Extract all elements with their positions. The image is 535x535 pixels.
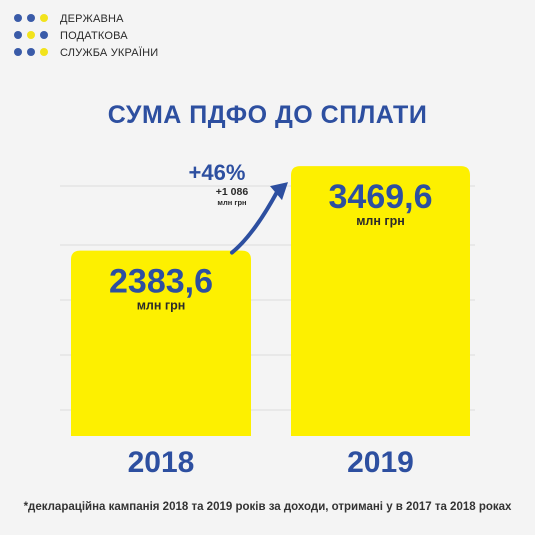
growth-percent-label: +46% [189, 160, 246, 185]
category-label: 2018 [128, 446, 195, 479]
chart-title: СУМА ПДФО ДО СПЛАТИ [107, 101, 428, 129]
growth-delta-label: +1 086 [216, 186, 249, 198]
logo-text: ДЕРЖАВНА ПОДАТКОВА СЛУЖБА УКРАЇНИ [60, 11, 158, 62]
logo-dot [14, 31, 22, 39]
tax-service-logo: ДЕРЖАВНА ПОДАТКОВА СЛУЖБА УКРАЇНИ [14, 11, 158, 62]
bar-unit-label: млн грн [356, 214, 405, 228]
bar-value-label: 2383,6 [109, 263, 213, 301]
logo-line-3: СЛУЖБА УКРАЇНИ [60, 47, 159, 59]
logo-dot [27, 48, 35, 56]
logo-dot [14, 14, 22, 22]
bar-value-label: 3469,6 [329, 178, 433, 216]
logo-dot [27, 31, 35, 39]
bar-2019 [291, 166, 470, 437]
growth-delta-unit: млн грн [217, 198, 246, 207]
logo-dot [40, 31, 48, 39]
logo-dot [27, 14, 35, 22]
category-label: 2019 [347, 446, 414, 479]
logo-line-1: ДЕРЖАВНА [60, 13, 124, 25]
logo-dot [40, 14, 48, 22]
footnote: *деклараційна кампанія 2018 та 2019 рокі… [23, 501, 512, 513]
logo-line-2: ПОДАТКОВА [60, 30, 128, 42]
growth-arrow-line [230, 188, 280, 255]
logo-dot [14, 48, 22, 56]
bar-unit-label: млн грн [137, 299, 186, 313]
logo-dot [40, 48, 48, 56]
growth-arrow-head [270, 182, 288, 201]
logo-dots-icon [14, 14, 48, 62]
bar-2018 [71, 250, 251, 436]
